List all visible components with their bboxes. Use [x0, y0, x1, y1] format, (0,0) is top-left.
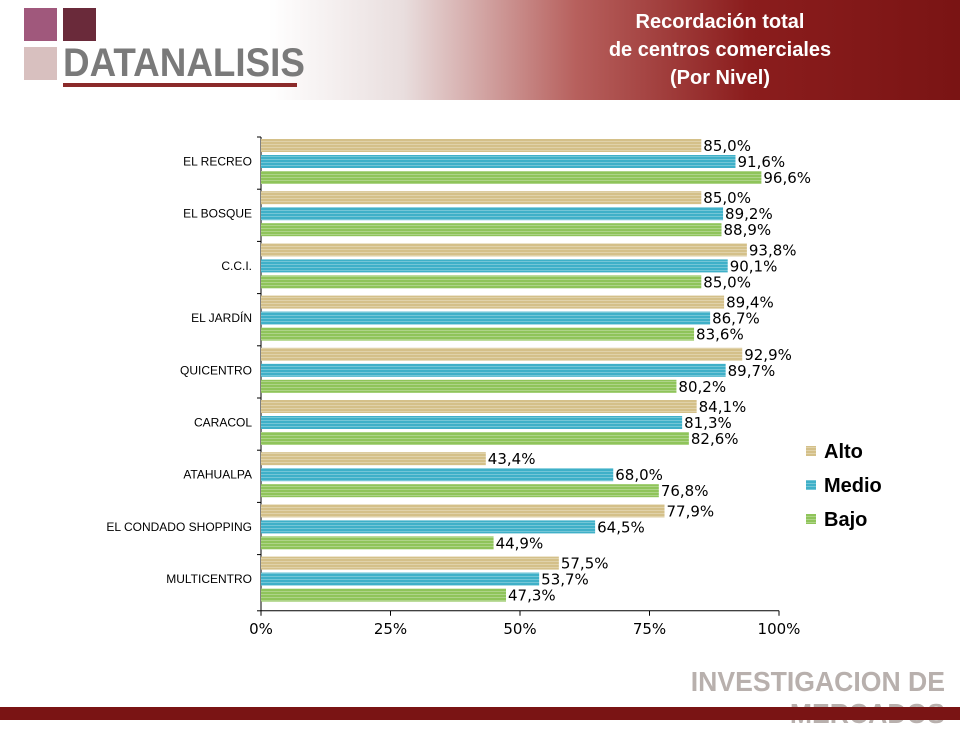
data-label: 57,5%	[561, 555, 609, 573]
logo-square-1	[24, 8, 57, 41]
logo-square-3	[24, 47, 57, 80]
data-label: 64,5%	[597, 518, 645, 536]
bar-medio	[261, 311, 711, 325]
data-label: 44,9%	[496, 534, 544, 552]
x-tick-label: 25%	[374, 620, 407, 638]
x-tick-label: 50%	[503, 620, 536, 638]
data-label: 89,2%	[725, 205, 773, 223]
data-label: 96,6%	[763, 169, 811, 187]
data-label: 80,2%	[678, 378, 726, 396]
category-label: EL JARDÍN	[191, 310, 252, 325]
data-label: 91,6%	[737, 153, 785, 171]
data-label: 77,9%	[667, 502, 715, 520]
bar-medio	[261, 416, 683, 429]
brand-logo-text: DATANALISIS	[63, 41, 305, 85]
legend-swatch-alto	[806, 446, 816, 456]
category-label: CARACOL	[194, 416, 252, 430]
x-tick-label: 0%	[249, 620, 273, 638]
data-label: 89,7%	[728, 362, 776, 380]
bar-bajo	[261, 379, 677, 393]
data-label: 86,7%	[712, 310, 760, 328]
bar-medio	[261, 155, 736, 168]
category-label: C.C.I.	[221, 259, 252, 273]
bar-alto	[261, 347, 743, 361]
bar-medio	[261, 468, 614, 482]
bar-bajo	[261, 432, 689, 445]
data-label: 92,9%	[744, 346, 792, 364]
bar-medio	[261, 207, 724, 221]
title-line-3: (Por Nivel)	[669, 67, 771, 89]
data-label: 84,1%	[699, 398, 747, 416]
legend-swatch-medio	[806, 480, 816, 490]
data-label: 83,6%	[696, 326, 744, 344]
bar-bajo	[261, 484, 659, 498]
bar-alto	[261, 556, 559, 570]
bar-bajo	[261, 275, 702, 289]
logo-square-2	[63, 8, 96, 41]
bar-alto	[261, 139, 702, 152]
bar-medio	[261, 363, 726, 377]
category-label: QUICENTRO	[180, 363, 252, 377]
data-label: 53,7%	[541, 571, 589, 589]
category-label: EL BOSQUE	[183, 207, 252, 221]
data-label: 43,4%	[488, 450, 536, 468]
title-line-2: de centros comerciales	[608, 39, 832, 61]
data-label: 89,4%	[726, 294, 774, 312]
footer-bar	[0, 707, 960, 720]
bar-bajo	[261, 171, 762, 184]
data-label: 82,6%	[691, 430, 739, 448]
bar-alto	[261, 504, 665, 518]
data-label: 88,9%	[724, 221, 772, 239]
brand-underline	[63, 83, 297, 87]
legend-label-medio: Medio	[824, 475, 882, 497]
legend-label-alto: Alto	[824, 441, 863, 463]
x-tick-label: 100%	[758, 620, 801, 638]
bar-bajo	[261, 223, 722, 237]
title-line-1: Recordación total	[635, 11, 805, 33]
data-label: 85,0%	[703, 137, 751, 155]
bar-alto	[261, 295, 725, 309]
data-label: 76,8%	[661, 482, 709, 500]
data-label: 68,0%	[615, 466, 663, 484]
bar-alto	[261, 400, 697, 413]
legend-swatch-bajo	[806, 514, 816, 524]
legend-label-bajo: Bajo	[824, 509, 867, 531]
category-label: EL CONDADO SHOPPING	[106, 520, 252, 534]
bar-bajo	[261, 588, 507, 602]
page-title: Recordación total de centros comerciales…	[520, 8, 920, 92]
data-label: 93,8%	[749, 241, 797, 259]
category-label: MULTICENTRO	[166, 572, 252, 586]
bar-medio	[261, 259, 728, 273]
bar-medio	[261, 520, 596, 534]
bar-bajo	[261, 327, 695, 341]
data-label: 81,3%	[684, 414, 732, 432]
bar-alto	[261, 243, 747, 257]
bar-medio	[261, 572, 540, 586]
data-label: 85,0%	[703, 273, 751, 291]
bar-alto	[261, 452, 486, 466]
data-label: 47,3%	[508, 587, 556, 605]
footer-text: INVESTIGACION DE MERCADOS	[690, 666, 945, 729]
data-label: 85,0%	[703, 189, 751, 207]
category-label: ATAHUALPA	[183, 468, 252, 482]
category-label: EL RECREO	[183, 155, 252, 169]
bar-bajo	[261, 536, 494, 550]
data-label: 90,1%	[730, 257, 778, 275]
bar-alto	[261, 191, 702, 205]
x-tick-label: 75%	[633, 620, 666, 638]
